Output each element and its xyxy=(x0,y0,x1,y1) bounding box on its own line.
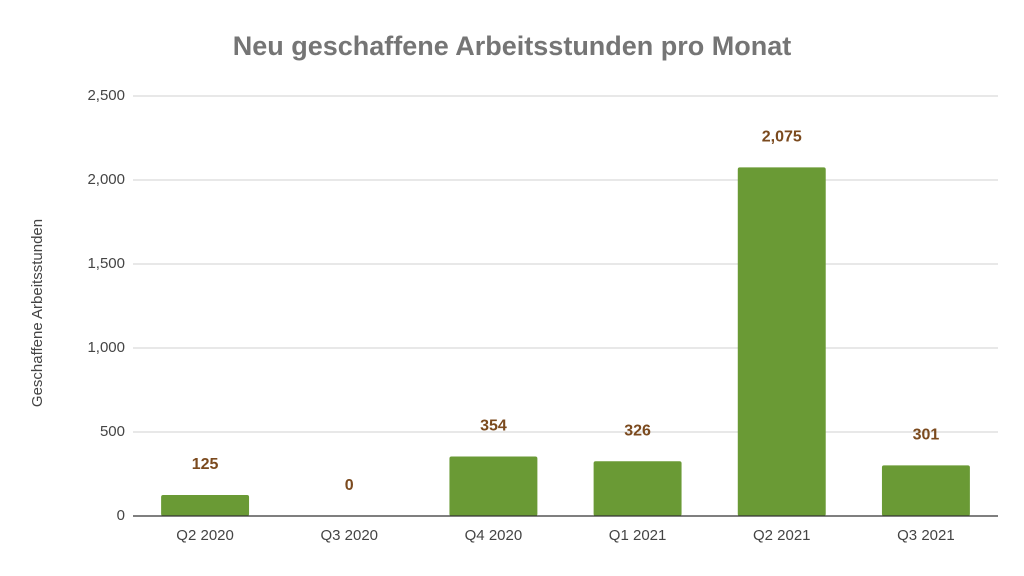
y-tick-label: 1,000 xyxy=(87,339,125,356)
value-label: 301 xyxy=(913,427,940,444)
y-tick-label: 2,000 xyxy=(87,171,125,188)
y-tick-label: 2,500 xyxy=(87,87,125,104)
x-tick-label: Q2 2020 xyxy=(176,527,234,544)
y-tick-label: 1,500 xyxy=(87,255,125,272)
x-tick-label: Q3 2021 xyxy=(897,527,955,544)
value-label: 326 xyxy=(624,422,651,439)
bar xyxy=(593,461,682,516)
value-label: 125 xyxy=(192,456,219,473)
x-tick-label: Q3 2020 xyxy=(320,527,378,544)
x-tick-label: Q1 2021 xyxy=(609,527,667,544)
x-tick-label: Q2 2021 xyxy=(753,527,811,544)
value-label: 354 xyxy=(480,418,507,435)
bar xyxy=(449,456,538,516)
value-label: 2,075 xyxy=(762,129,802,146)
bar xyxy=(737,167,826,516)
bar xyxy=(881,465,970,516)
y-tick-label: 500 xyxy=(100,423,125,440)
y-tick-label: 0 xyxy=(117,507,125,524)
chart-title: Neu geschaffene Arbeitsstunden pro Monat xyxy=(233,31,792,61)
x-tick-label: Q4 2020 xyxy=(465,527,523,544)
bar xyxy=(161,495,250,516)
value-label: 0 xyxy=(345,477,354,494)
y-axis-title: Geschaffene Arbeitsstunden xyxy=(29,219,46,407)
